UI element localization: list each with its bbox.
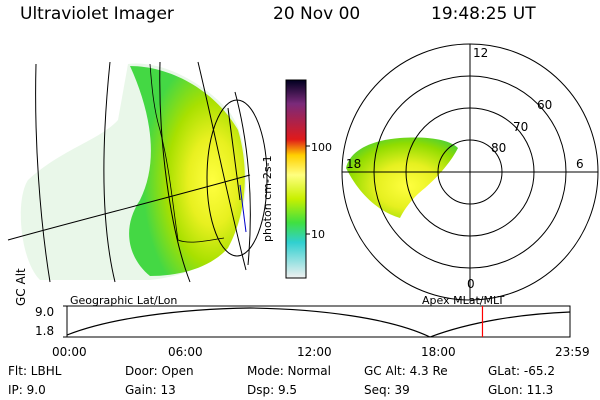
colorbar-tick-10: 10 [311,228,325,241]
alt-tick-9: 9.0 [35,305,55,319]
instrument-title: Ultraviolet Imager [20,4,174,24]
status-flt: Flt: LBHL [8,364,62,378]
status-glon: GLon: 11.3 [488,383,554,397]
status-dsp: Dsp: 9.5 [247,383,298,397]
mlt-label-0: 0 [467,277,475,291]
aurora-disk-right [346,137,458,218]
colorbar-tick-100: 100 [311,141,332,154]
lat-label-70: 70 [513,120,529,134]
lat-label-60: 60 [537,98,553,112]
time-tick-0600: 06:00 [168,345,203,359]
aurora-disk-left [20,63,247,280]
time-tick-1200: 12:00 [297,345,332,359]
alt-tick-1.8: 1.8 [35,324,55,338]
date-label: 20 Nov 00 [273,4,361,24]
status-door: Door: Open [125,364,194,378]
right-panel-caption: Apex MLat/MLT [422,294,505,307]
alt-plot-ylabel: GC Alt [14,268,28,306]
mlt-label-18: 18 [346,157,362,171]
status-seq: Seq: 39 [364,383,410,397]
time-tick-2359: 23:59 [555,345,590,359]
lat-label-80: 80 [491,141,507,155]
time-tick-1800: 18:00 [421,345,456,359]
mlt-label-6: 6 [576,157,584,171]
status-gain: Gain: 13 [125,383,176,397]
status-ip: IP: 9.0 [8,383,46,397]
geo-grid [7,61,268,283]
status-glat: GLat: -65.2 [488,364,555,378]
coastline [149,63,225,243]
time-label: 19:48:25 UT [431,4,536,24]
mlt-label-12: 12 [473,46,489,60]
left-panel-caption: Geographic Lat/Lon [70,294,178,307]
status-gc-alt: GC Alt: 4.3 Re [364,364,448,378]
time-tick-0000: 00:00 [52,345,87,359]
colorbar [285,79,310,279]
status-mode: Mode: Normal [247,364,331,378]
terminator-line [239,184,247,233]
